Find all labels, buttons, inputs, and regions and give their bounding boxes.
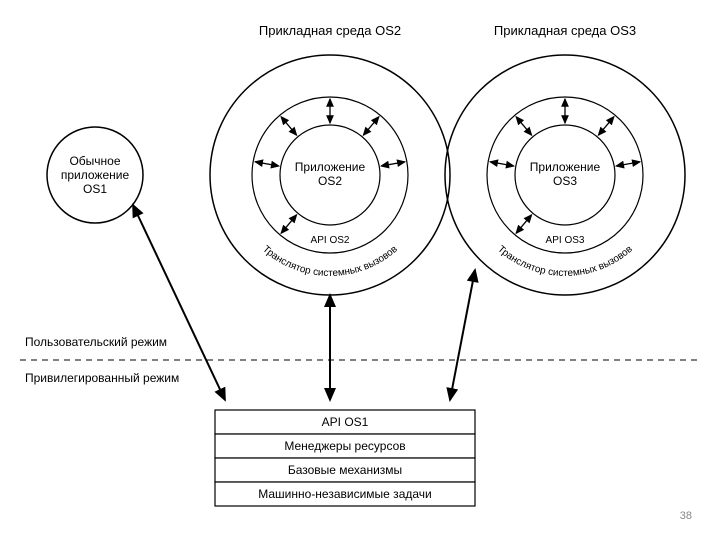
os2-api-label: API OS2 — [311, 235, 350, 246]
os3-api-label: API OS3 — [546, 235, 585, 246]
os2-inner-label-0: Приложение — [295, 160, 366, 174]
stack-row-label-1: Менеджеры ресурсов — [284, 439, 405, 453]
stack-row-label-2: Базовые механизмы — [288, 463, 402, 477]
os1-label-2: OS1 — [83, 182, 107, 196]
os2-radial-arrow — [363, 117, 378, 135]
priv-mode-label: Привилегированный режим — [25, 371, 179, 385]
title-os2: Прикладная среда OS2 — [259, 23, 401, 38]
os3-radial-arrow — [516, 117, 531, 135]
user-mode-label: Пользовательский режим — [25, 335, 167, 349]
os3-radial-arrow — [598, 117, 613, 135]
os2-radial-arrow — [281, 215, 296, 233]
os2-radial-arrow — [281, 117, 296, 135]
os2-radial-arrow — [381, 162, 405, 166]
os2-curved-text: Транслятор системных вызовов — [260, 244, 399, 279]
os2-inner-label-1: OS2 — [318, 174, 342, 188]
stack-row-label-0: API OS1 — [322, 415, 369, 429]
os1-label-1: приложение — [61, 168, 130, 182]
os3-inner-label-1: OS3 — [553, 174, 577, 188]
slide-number: 38 — [680, 510, 692, 522]
big-arrow-2 — [450, 270, 475, 400]
os3-radial-arrow — [490, 162, 514, 166]
diagram-svg: Прикладная среда OS2 Прикладная среда OS3… — [0, 0, 720, 540]
os1-label-0: Обычное — [69, 154, 120, 168]
title-os3: Прикладная среда OS3 — [494, 23, 636, 38]
os3-radial-arrow — [616, 162, 640, 166]
stack-row-label-3: Машинно-независимые задачи — [258, 487, 431, 501]
os3-radial-arrow — [516, 215, 531, 233]
os2-radial-arrow — [255, 162, 279, 166]
os3-curved-text: Транслятор системных вызовов — [495, 244, 634, 279]
os3-inner-label-0: Приложение — [530, 160, 601, 174]
